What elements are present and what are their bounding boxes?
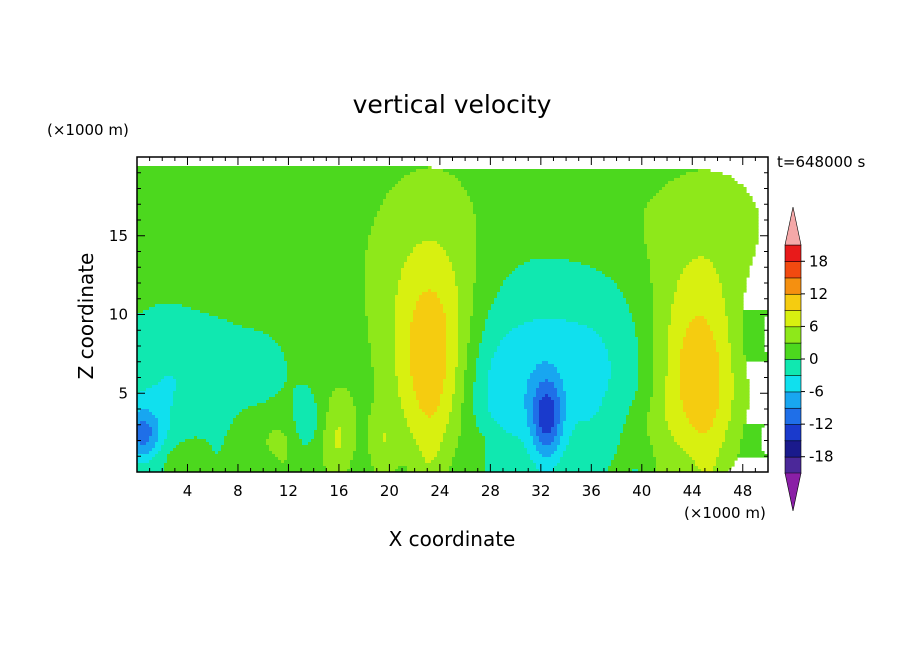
y-tick-label: 15 <box>109 227 128 245</box>
colorbar-tick-label: -18 <box>809 448 834 466</box>
y-tick-labels: 5 10 15 <box>109 227 128 403</box>
y-axis-label: Z coordinate <box>74 253 98 380</box>
y-tick-label: 5 <box>118 384 128 402</box>
colorbar-segment <box>784 342 802 360</box>
colorbar-max-extension <box>784 206 802 246</box>
colorbar-tick-label: -12 <box>809 415 834 433</box>
axis-ticks <box>137 157 768 472</box>
x-unit-label: (×1000 m) <box>684 504 766 522</box>
x-tick-label: 4 <box>183 482 193 500</box>
colorbar-tick-label: 6 <box>809 317 819 335</box>
x-tick-label: 24 <box>430 482 449 500</box>
colorbar-segment <box>784 293 802 311</box>
x-tick-label: 12 <box>279 482 298 500</box>
colorbar-segment <box>784 407 802 425</box>
colorbar-segment <box>784 456 802 474</box>
x-tick-label: 20 <box>380 482 399 500</box>
colorbar-segment <box>784 391 802 409</box>
colorbar: 18 12 6 0 -6 -12 -18 <box>784 206 834 512</box>
colorbar-tick-label: 0 <box>809 350 819 368</box>
x-axis-label: X coordinate <box>389 527 516 551</box>
colorbar-segment <box>784 260 802 279</box>
x-tick-labels: 4 8 12 16 20 24 28 32 36 40 44 48 <box>183 482 753 500</box>
x-tick-label: 28 <box>481 482 500 500</box>
colorbar-tick-label: 12 <box>809 285 828 303</box>
y-tick-label: 10 <box>109 306 128 324</box>
colorbar-min-extension <box>784 472 802 512</box>
x-tick-label: 36 <box>582 482 601 500</box>
colorbar-tick-label: -6 <box>809 383 824 401</box>
y-unit-label: (×1000 m) <box>47 121 129 139</box>
colorbar-segment <box>784 326 802 344</box>
time-label: t=648000 s <box>777 153 865 171</box>
x-tick-label: 48 <box>733 482 752 500</box>
colorbar-segment <box>784 358 802 376</box>
x-tick-label: 32 <box>531 482 550 500</box>
colorbar-tick-label: 18 <box>809 252 828 270</box>
colorbar-segment <box>784 309 802 328</box>
x-tick-label: 16 <box>329 482 348 500</box>
colorbar-segment <box>784 440 802 458</box>
colorbar-segment <box>784 277 802 295</box>
x-tick-label: 8 <box>233 482 243 500</box>
x-tick-label: 44 <box>683 482 702 500</box>
colorbar-segment <box>784 374 802 393</box>
colorbar-segment <box>784 423 802 442</box>
x-tick-label: 40 <box>632 482 651 500</box>
chart-title: vertical velocity <box>353 90 552 119</box>
contour-field <box>137 166 768 472</box>
colorbar-segment <box>784 244 802 262</box>
